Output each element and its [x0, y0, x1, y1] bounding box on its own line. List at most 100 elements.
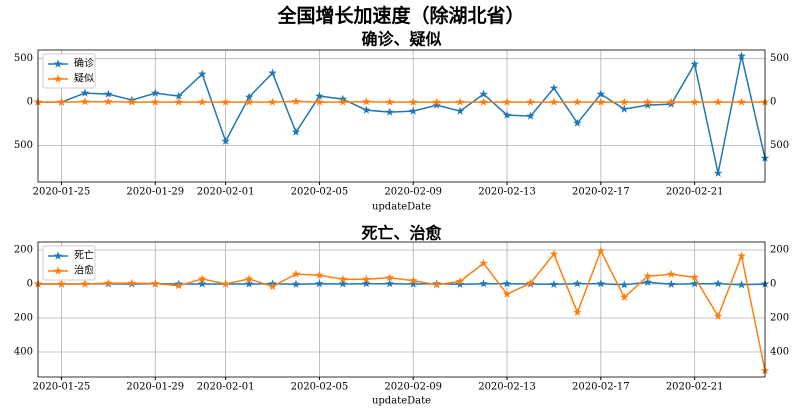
y2-tick-label: 0	[770, 278, 776, 289]
point	[362, 105, 371, 114]
point	[596, 246, 606, 255]
point	[174, 97, 183, 106]
y2-tick-label: 200	[770, 313, 789, 324]
legend-marker	[53, 59, 63, 68]
point	[385, 97, 395, 106]
point	[737, 51, 746, 60]
point	[620, 97, 629, 106]
point	[573, 279, 582, 288]
point	[244, 279, 254, 288]
point	[151, 97, 160, 106]
x-tick-label: 2020-02-09	[384, 187, 442, 198]
x-tick-label: 2020-02-17	[572, 187, 630, 198]
y2-tick-label: 400	[770, 347, 789, 358]
point	[549, 97, 559, 106]
point	[596, 89, 606, 98]
y-tick-label: 500	[14, 140, 33, 151]
point	[690, 59, 699, 68]
x-tick-label: 2020-01-25	[33, 382, 91, 393]
x-tick-label: 2020-02-01	[197, 187, 255, 198]
y2-tick-label: 500	[770, 53, 789, 64]
x-tick-label: 2020-02-21	[666, 382, 724, 393]
point	[197, 69, 207, 78]
point	[104, 278, 113, 287]
point	[455, 106, 465, 115]
x-tick-label: 2020-01-29	[126, 382, 184, 393]
point	[643, 277, 652, 286]
y-tick-label: 200	[14, 313, 33, 324]
point	[502, 289, 512, 298]
point	[174, 281, 183, 290]
figure-title: 全国增长加速度（除湖北省）	[276, 4, 524, 27]
point	[127, 97, 137, 106]
point	[479, 258, 488, 267]
x-axis-label: updateDate	[372, 396, 431, 407]
point	[690, 272, 699, 281]
point	[455, 97, 465, 106]
point	[221, 136, 230, 145]
y2-tick-label: 500	[770, 140, 789, 151]
point	[455, 279, 465, 288]
x-tick-label: 2020-02-13	[478, 187, 536, 198]
x-axis-label: updateDate	[372, 202, 431, 213]
point	[80, 88, 90, 97]
point	[455, 276, 465, 286]
point	[221, 279, 230, 288]
point	[80, 279, 90, 288]
point	[737, 97, 746, 106]
x-tick-label: 2020-02-05	[291, 382, 349, 393]
axes-frame	[37, 49, 766, 183]
point	[432, 280, 441, 289]
subplot-title: 死亡、治愈	[361, 224, 442, 243]
point	[338, 274, 348, 283]
point	[737, 280, 746, 289]
point	[244, 97, 254, 106]
point	[549, 249, 559, 258]
point	[408, 279, 418, 288]
point	[643, 271, 652, 280]
point	[526, 111, 535, 120]
point	[620, 292, 629, 301]
point	[432, 100, 441, 109]
point	[526, 278, 535, 287]
legend-marker	[53, 266, 63, 275]
point	[197, 274, 207, 283]
point	[502, 279, 512, 288]
point	[408, 106, 418, 115]
point	[573, 118, 582, 127]
point	[315, 270, 324, 279]
x-tick-label: 2020-02-09	[384, 382, 442, 393]
x-tick-label: 2020-02-01	[197, 382, 255, 393]
point	[291, 269, 301, 278]
point	[315, 279, 324, 288]
point	[737, 251, 746, 260]
point	[104, 97, 113, 106]
point	[620, 280, 629, 289]
point	[479, 279, 488, 288]
legend-label: 死亡	[74, 249, 94, 262]
point	[362, 274, 371, 283]
point	[151, 88, 160, 97]
y-tick-label: 0	[27, 278, 33, 289]
point	[573, 97, 582, 106]
point	[713, 311, 723, 320]
x-tick-label: 2020-01-29	[126, 187, 184, 198]
point	[174, 91, 183, 100]
point	[362, 97, 371, 106]
x-tick-label: 2020-02-21	[666, 187, 724, 198]
point	[549, 279, 559, 288]
point	[502, 97, 512, 106]
point	[620, 104, 629, 113]
point	[666, 97, 676, 106]
axes-frame	[37, 241, 766, 378]
point	[385, 107, 395, 116]
subplot-title: 确诊、疑似	[361, 30, 441, 49]
point	[151, 279, 160, 288]
point	[408, 276, 418, 285]
point	[244, 92, 254, 101]
point	[315, 91, 324, 100]
point	[573, 307, 582, 316]
legend-label: 疑似	[74, 73, 94, 85]
series-line	[38, 100, 765, 103]
